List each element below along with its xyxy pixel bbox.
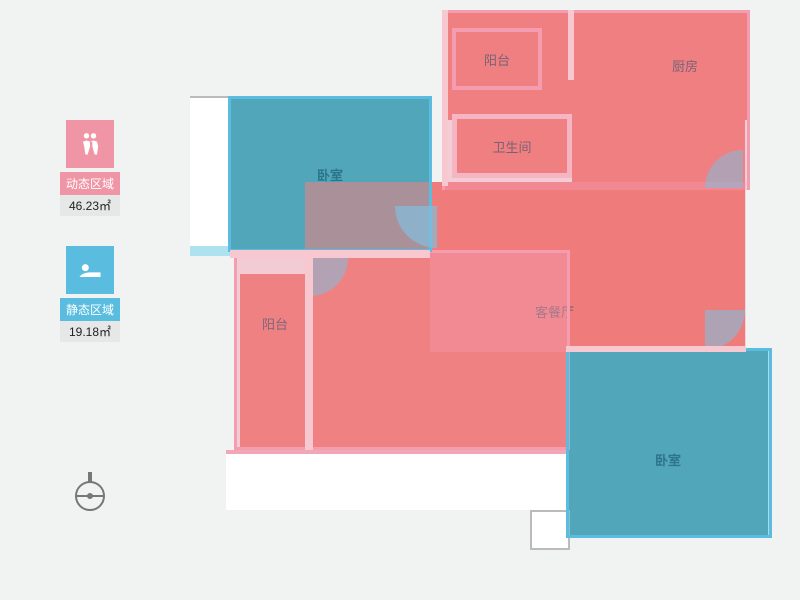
- legend-dynamic-value: 46.23㎡: [60, 195, 120, 216]
- room-label: 卧室: [655, 450, 681, 469]
- room-bathroom: 卫生间: [452, 114, 572, 178]
- slab-notch: [530, 510, 570, 550]
- legend-dynamic-label: 动态区域: [60, 172, 120, 195]
- wall-line: [566, 346, 746, 352]
- room-label: 厨房: [672, 56, 698, 75]
- room-label: 客餐厅: [535, 302, 574, 321]
- wall-line: [230, 250, 430, 258]
- room-label: 阳台: [262, 314, 288, 333]
- room-balcony-left: 阳台: [240, 274, 310, 450]
- room-label: 卧室: [317, 165, 343, 184]
- balcony-nw-slab: [190, 96, 230, 256]
- compass-icon: [70, 470, 110, 510]
- wall-line: [305, 254, 313, 450]
- legend-static: 静态区域 19.18㎡: [60, 246, 120, 342]
- legend-dynamic: 动态区域 46.23㎡: [60, 120, 120, 216]
- room-label: 卫生间: [492, 137, 531, 156]
- room-balcony-top: 阳台: [452, 28, 542, 90]
- legend-static-value: 19.18㎡: [60, 321, 120, 342]
- legend-static-label: 静态区域: [60, 298, 120, 321]
- wall-line: [568, 10, 574, 80]
- people-icon: [66, 120, 114, 168]
- room-bedroom-se: 卧室: [568, 350, 768, 535]
- floor-plan: 厨房 阳台 卫生间 卧室 客餐厅 阳台 卧室: [190, 10, 780, 590]
- room-label: 阳台: [484, 50, 510, 69]
- wall-line: [442, 10, 448, 186]
- slab-bottom: [226, 450, 568, 510]
- sleep-icon: [66, 246, 114, 294]
- legend: 动态区域 46.23㎡ 静态区域 19.18㎡: [60, 120, 120, 372]
